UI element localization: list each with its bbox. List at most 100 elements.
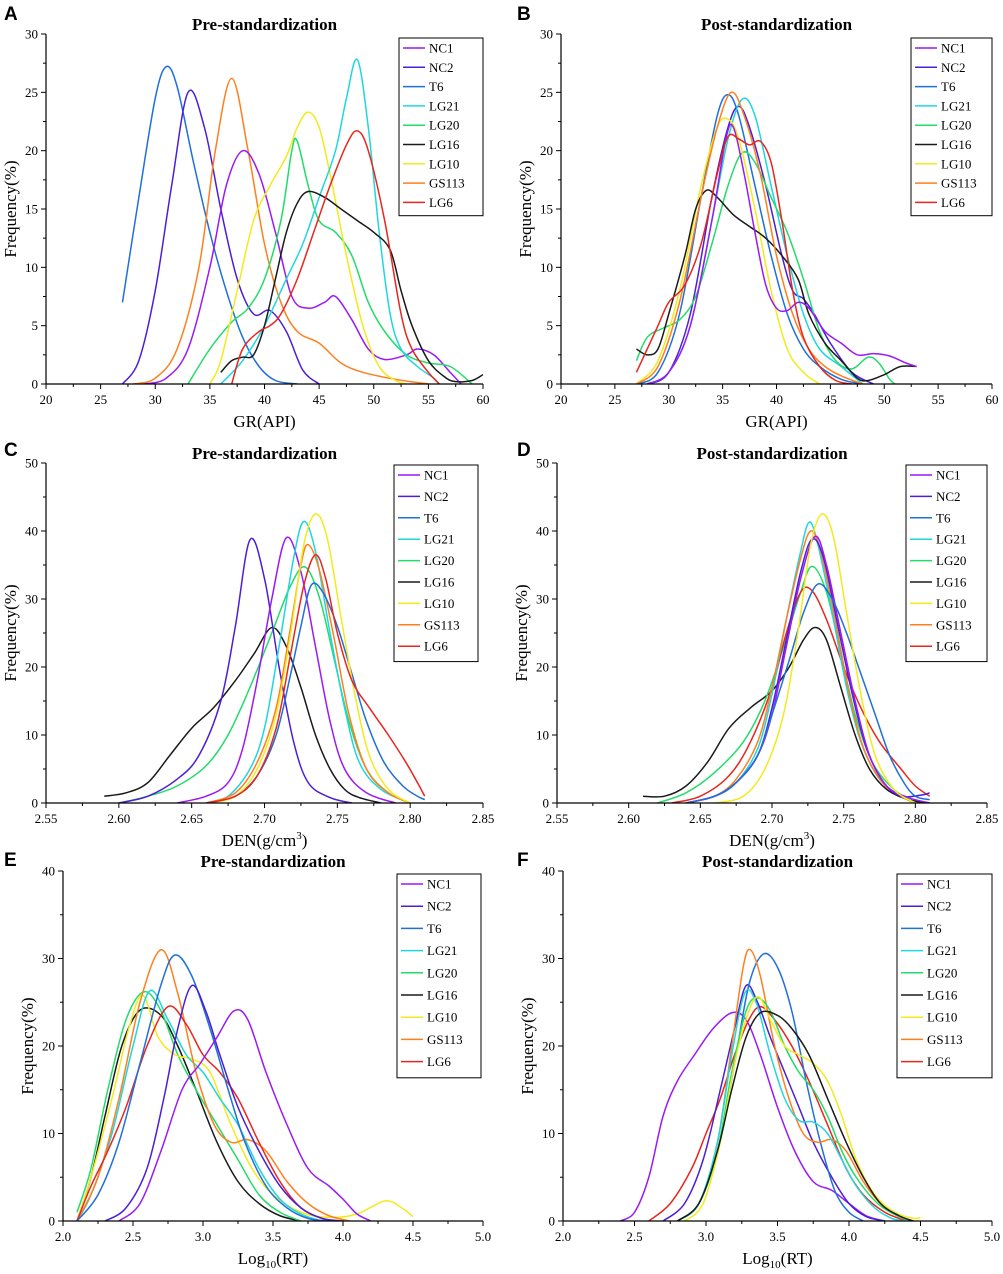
legend-label-gs113: GS113 [424, 617, 460, 632]
legend-label-lg6: LG6 [936, 639, 960, 654]
series-line-gs113 [205, 543, 411, 803]
legend-box [905, 464, 988, 663]
x-axis-label-main: DEN(g/cm [729, 831, 804, 850]
x-tick-label: 2.5 [626, 1229, 642, 1244]
legend-label-lg21: LG21 [936, 532, 966, 547]
x-tick-label: 30 [149, 392, 162, 407]
legend-label-t6: T6 [429, 79, 444, 94]
legend-label-nc1: NC1 [424, 468, 449, 483]
legend-label-nc2: NC2 [941, 60, 966, 75]
y-tick-label: 0 [32, 796, 39, 811]
series-line-nc1 [619, 1011, 885, 1221]
x-tick-label: 4.0 [841, 1229, 857, 1244]
series-line-lg21 [76, 989, 323, 1221]
legend-label-nc2: NC2 [424, 489, 449, 504]
y-tick-label: 10 [42, 1126, 55, 1141]
y-tick-label: 20 [536, 660, 549, 675]
x-tick-label: 25 [608, 392, 621, 407]
x-tick-label: 2.60 [617, 811, 640, 826]
x-tick-label: 25 [94, 392, 107, 407]
chart-title: Post-standardization [701, 15, 853, 34]
y-tick-label: 10 [542, 1126, 555, 1141]
x-tick-label: 2.5 [125, 1229, 141, 1244]
x-tick-label: 20 [555, 392, 568, 407]
legend: NC1 NC2 T6 LG21 LG20 LG16 LG10 GS113 LG6 [896, 873, 993, 1079]
y-tick-label: 30 [42, 951, 55, 966]
x-tick-label: 60 [986, 392, 999, 407]
legend-label-t6: T6 [427, 921, 442, 936]
x-axis-label-superscript: 3 [804, 830, 810, 842]
y-tick-label: 20 [25, 143, 38, 158]
series-line-nc2 [662, 983, 885, 1221]
y-tick-label: 15 [25, 202, 38, 217]
x-axis-label-main: GR(API) [233, 412, 295, 431]
series-line-lg10 [714, 513, 916, 803]
legend-label-lg10: LG10 [424, 596, 454, 611]
series-line-lg16 [104, 626, 382, 803]
x-tick-label: 2.60 [107, 811, 130, 826]
x-tick-label: 2.65 [689, 811, 712, 826]
x-axis-label-subscript: 10 [265, 1259, 277, 1271]
x-tick-label: 2.80 [399, 811, 422, 826]
x-axis-label-superscript: 3 [296, 830, 302, 842]
x-tick-label: 55 [932, 392, 945, 407]
legend-label-lg6: LG6 [941, 195, 965, 210]
legend-label-lg21: LG21 [927, 943, 957, 958]
legend-label-lg16: LG16 [936, 575, 967, 590]
y-tick-label: 30 [540, 27, 553, 42]
legend-label-lg10: LG10 [927, 1010, 957, 1025]
x-axis-label-end: ) [302, 831, 308, 850]
chart-title: Post-standardization [696, 444, 848, 463]
y-tick-label: 30 [25, 27, 38, 42]
x-tick-label: 30 [662, 392, 675, 407]
x-tick-label: 35 [203, 392, 216, 407]
y-tick-label: 5 [32, 318, 39, 333]
y-tick-label: 25 [25, 85, 38, 100]
legend-label-lg16: LG16 [424, 575, 455, 590]
legend-label-nc1: NC1 [429, 41, 454, 56]
y-axis-label: Frequency(%) [516, 160, 535, 257]
x-axis-label-main: Log [742, 1249, 770, 1268]
y-tick-label: 0 [543, 796, 550, 811]
legend-label-lg16: LG16 [941, 137, 972, 152]
x-tick-label: 2.70 [253, 811, 276, 826]
y-tick-label: 40 [42, 864, 55, 879]
legend-label-gs113: GS113 [429, 176, 465, 191]
series-line-gs113 [676, 948, 914, 1221]
y-tick-label: 40 [542, 864, 555, 879]
y-tick-label: 0 [547, 377, 554, 392]
y-tick-label: 50 [536, 456, 549, 471]
legend-label-gs113: GS113 [927, 1032, 963, 1047]
chart-title: Pre-standardization [192, 444, 338, 463]
y-axis-label: Frequency(%) [512, 584, 531, 681]
series-line-lg21 [206, 520, 411, 803]
series-line-t6 [206, 582, 426, 803]
legend-label-lg6: LG6 [427, 1054, 451, 1069]
series-line-lg10 [635, 117, 821, 384]
series-line-lg20 [635, 151, 896, 384]
series-line-gs113 [685, 530, 916, 803]
series-line-lg16 [642, 626, 930, 803]
x-tick-label: 35 [716, 392, 729, 407]
series-line-t6 [636, 93, 863, 384]
series-line-lg6 [231, 130, 440, 384]
legend-label-lg21: LG21 [427, 943, 457, 958]
panel-letter: A [4, 4, 18, 25]
x-tick-label: 5.0 [984, 1229, 1000, 1244]
x-tick-label: 2.75 [326, 811, 349, 826]
x-axis-label: DEN(g/cm3) [222, 830, 308, 850]
x-tick-label: 2.85 [472, 811, 495, 826]
series-group [104, 513, 426, 803]
series-line-lg21 [220, 58, 440, 384]
panel-letter: E [4, 850, 17, 871]
x-tick-label: 2.85 [976, 811, 999, 826]
legend-label-t6: T6 [936, 510, 951, 525]
x-tick-label: 2.65 [180, 811, 203, 826]
series-group [635, 91, 917, 384]
series-line-t6 [76, 954, 330, 1221]
x-tick-label: 5.0 [475, 1229, 491, 1244]
x-tick-label: 3.5 [265, 1229, 281, 1244]
x-axis-label-main: DEN(g/cm [222, 831, 297, 850]
x-tick-label: 4.5 [405, 1229, 421, 1244]
